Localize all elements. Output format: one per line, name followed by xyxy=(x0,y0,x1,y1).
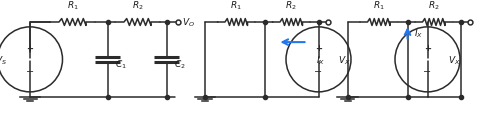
Text: $C_1$: $C_1$ xyxy=(115,58,127,71)
Text: −: − xyxy=(314,66,322,76)
Text: $I_X$: $I_X$ xyxy=(414,27,422,40)
Text: $I_X$: $I_X$ xyxy=(316,54,326,67)
Text: $R_1$: $R_1$ xyxy=(66,0,78,11)
Text: $R_2$: $R_2$ xyxy=(132,0,143,11)
Text: $V_S$: $V_S$ xyxy=(0,54,8,66)
Text: $R_1$: $R_1$ xyxy=(230,0,242,11)
Text: −: − xyxy=(26,66,34,76)
Text: +: + xyxy=(26,43,34,52)
Text: $R_2$: $R_2$ xyxy=(428,0,440,11)
Text: $C_2$: $C_2$ xyxy=(174,58,186,71)
Text: +: + xyxy=(315,43,322,52)
Text: $V_X$: $V_X$ xyxy=(338,54,350,66)
Text: $R_1$: $R_1$ xyxy=(373,0,384,11)
Text: $V_O$: $V_O$ xyxy=(182,17,196,29)
Text: −: − xyxy=(424,66,432,76)
Text: +: + xyxy=(424,43,431,52)
Text: $V_X$: $V_X$ xyxy=(448,54,460,66)
Text: $R_2$: $R_2$ xyxy=(286,0,297,11)
